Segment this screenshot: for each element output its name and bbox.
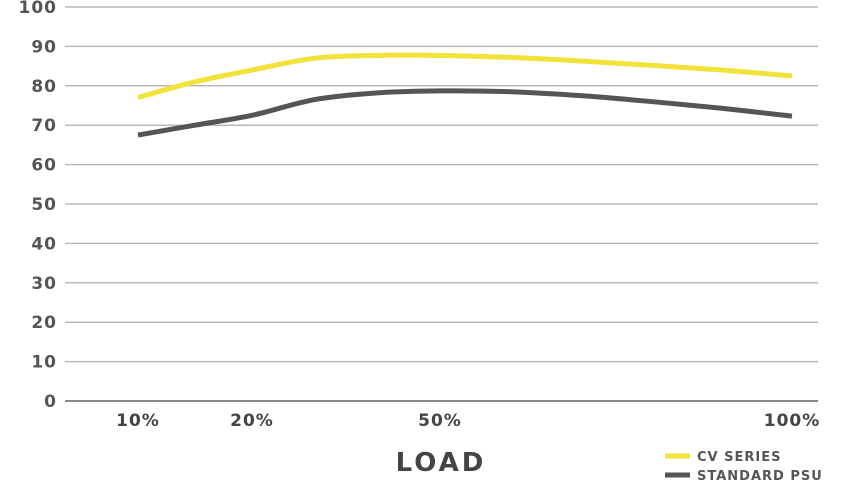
x-tick-label-100: 100% <box>764 411 821 431</box>
y-tick-label-90: 90 <box>31 37 57 57</box>
y-tick-label-30: 30 <box>31 274 57 294</box>
y-tick-label-70: 70 <box>31 116 57 136</box>
series-line-standard-psu <box>137 88 793 138</box>
x-axis-ticks: 10% 20% 50% 100% <box>116 411 821 431</box>
x-tick-label-20: 20% <box>230 411 274 431</box>
x-tick-label-50: 50% <box>418 411 462 431</box>
grid-layer <box>65 6 818 402</box>
legend-label-cv-series: CV SERIES <box>697 450 781 465</box>
y-tick-label-10: 10 <box>31 353 57 373</box>
series-layer <box>137 52 793 138</box>
y-tick-label-80: 80 <box>31 77 57 97</box>
y-tick-label-60: 60 <box>31 156 57 176</box>
y-tick-label-20: 20 <box>31 313 57 333</box>
y-tick-label-0: 0 <box>44 392 57 412</box>
series-line-cv-series <box>137 52 793 101</box>
y-tick-label-100: 100 <box>19 0 58 18</box>
x-tick-label-10: 10% <box>116 411 160 431</box>
y-tick-label-50: 50 <box>31 195 57 215</box>
legend-label-standard-psu: STANDARD PSU <box>697 469 823 481</box>
y-tick-label-40: 40 <box>31 234 57 254</box>
legend: CV SERIES STANDARD PSU <box>665 450 823 484</box>
x-axis-title: LOAD <box>396 448 487 478</box>
